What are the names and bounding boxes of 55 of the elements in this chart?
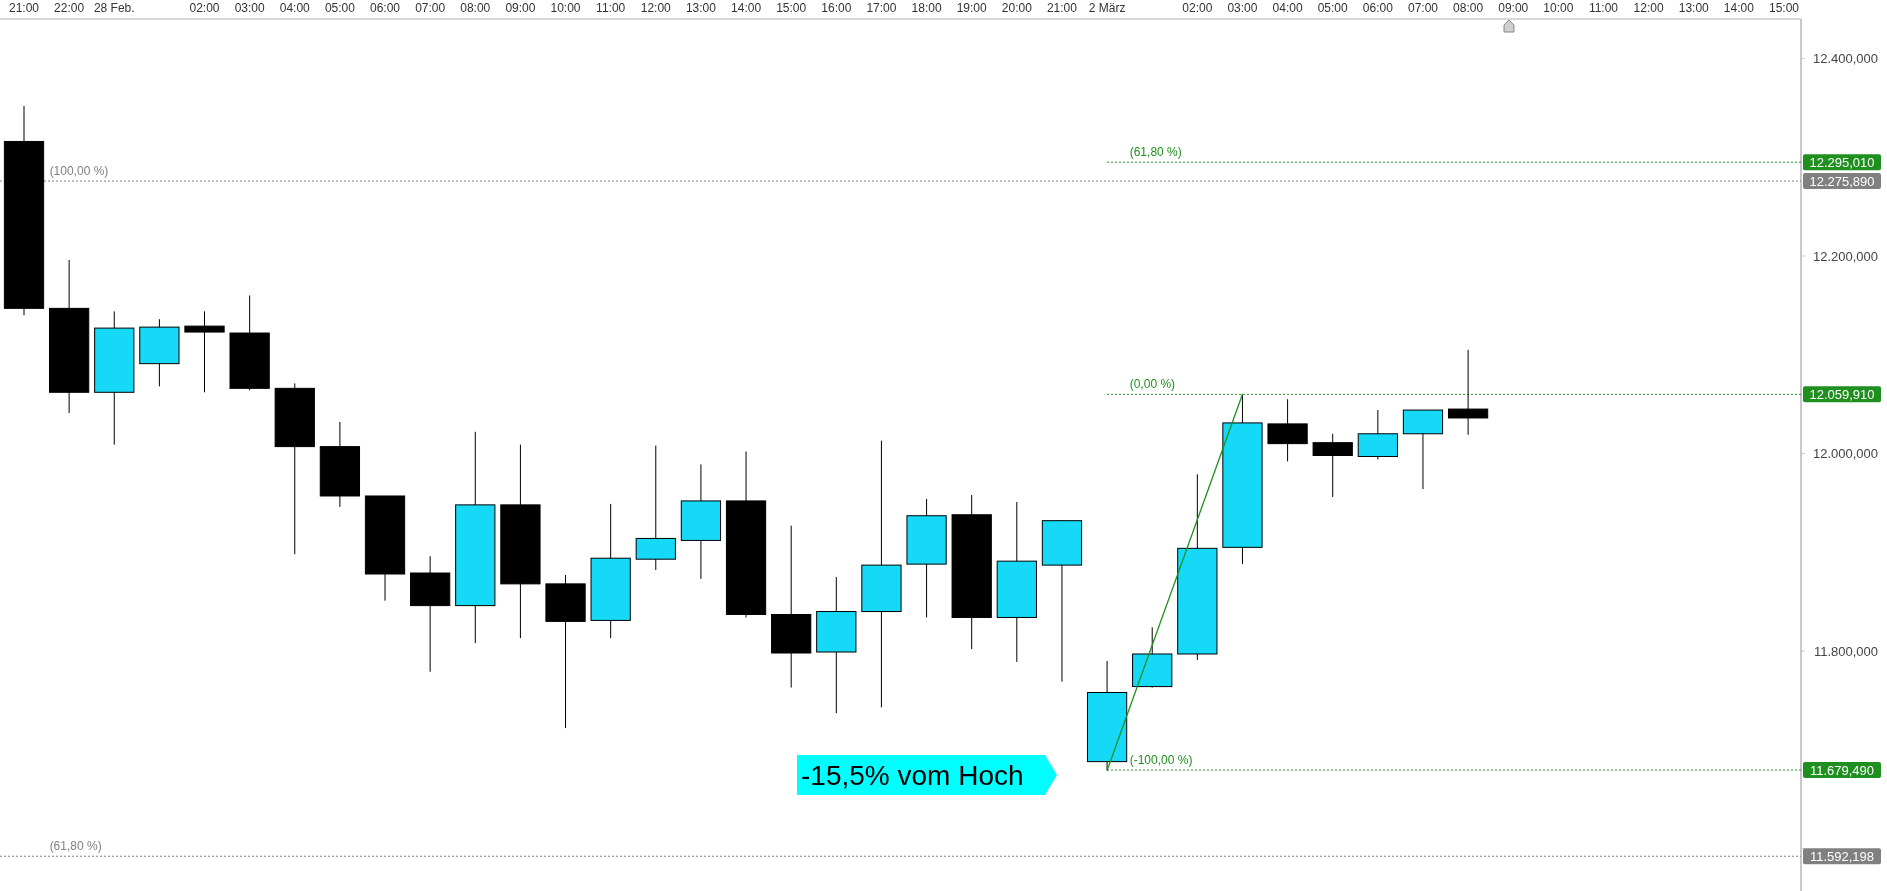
x-tick-label: 02:00 bbox=[1182, 1, 1213, 15]
x-tick-label: 15:00 bbox=[776, 1, 807, 15]
ref-line-label: 11.679,490 bbox=[1809, 762, 1875, 778]
ref-line-label: 11.592,198 bbox=[1809, 848, 1875, 864]
ref-line-label: 12.295,010 bbox=[1809, 154, 1875, 170]
x-tick-label: 03:00 bbox=[234, 1, 265, 15]
x-tick-label: 13:00 bbox=[685, 1, 717, 15]
x-tick-label: 06:00 bbox=[370, 1, 401, 15]
x-tick-label: 07:00 bbox=[415, 1, 446, 15]
x-tick-label: 12:00 bbox=[640, 1, 672, 15]
x-tick-label: 10:00 bbox=[550, 1, 581, 15]
x-tick-label: 05:00 bbox=[324, 1, 356, 15]
x-tick-label: 11:00 bbox=[596, 1, 626, 15]
x-tick-label: 21:00 bbox=[8, 1, 40, 15]
y-tick-label: 12.400,000 bbox=[1812, 51, 1878, 67]
y-tick-label: 12.000,000 bbox=[1812, 446, 1878, 462]
x-tick-label: 22:00 bbox=[54, 1, 85, 15]
x-tick-label: 12:00 bbox=[1633, 1, 1664, 15]
x-tick-label: 14:00 bbox=[1723, 1, 1755, 15]
x-tick-label: 16:00 bbox=[821, 1, 852, 15]
annotation: (61,80 %) bbox=[1129, 145, 1182, 160]
annotation: (-100,00 %) bbox=[1129, 753, 1193, 768]
x-tick-label: 28 Feb. bbox=[93, 1, 135, 15]
x-tick-label: 14:00 bbox=[731, 1, 762, 15]
x-tick-label: 08:00 bbox=[460, 1, 491, 15]
x-tick-label: 21:00 bbox=[1046, 1, 1078, 15]
candlestick bbox=[184, 310, 225, 393]
x-tick-label: 19:00 bbox=[956, 1, 988, 15]
x-tick-label: 09:00 bbox=[505, 1, 536, 15]
x-tick-label: 08:00 bbox=[1453, 1, 1484, 15]
ref-line-label: 12.059,910 bbox=[1809, 386, 1875, 402]
annotation: -15,5% vom Hoch bbox=[801, 759, 1024, 791]
annotation: (100,00 %) bbox=[49, 164, 109, 179]
x-tick-label: 15:00 bbox=[1768, 1, 1800, 15]
x-tick-label: 04:00 bbox=[279, 1, 311, 15]
annotation: (0,00 %) bbox=[1129, 377, 1176, 392]
x-tick-label: 04:00 bbox=[1272, 1, 1303, 15]
x-tick-label: 06:00 bbox=[1362, 1, 1394, 15]
candlestick bbox=[1447, 349, 1489, 436]
annotation: (61,80 %) bbox=[49, 839, 102, 854]
x-tick-label: 11:00 bbox=[1588, 1, 1619, 15]
x-tick-label: 02:00 bbox=[189, 1, 220, 15]
x-tick-label: 20:00 bbox=[1001, 1, 1033, 15]
x-tick-label: 03:00 bbox=[1227, 1, 1258, 15]
x-tick-label: 09:00 bbox=[1498, 1, 1529, 15]
x-tick-label: 2 März bbox=[1088, 1, 1126, 15]
x-tick-label: 10:00 bbox=[1543, 1, 1574, 15]
ref-line-label: 12.275,890 bbox=[1809, 173, 1875, 189]
x-tick-label: 17:00 bbox=[866, 1, 897, 15]
x-tick-label: 07:00 bbox=[1407, 1, 1439, 15]
x-tick-label: 13:00 bbox=[1678, 1, 1710, 15]
x-tick-label: 05:00 bbox=[1317, 1, 1349, 15]
y-tick-label: 12.200,000 bbox=[1812, 248, 1878, 264]
y-tick-label: 11.800,000 bbox=[1813, 643, 1878, 659]
x-tick-label: 18:00 bbox=[911, 1, 942, 15]
